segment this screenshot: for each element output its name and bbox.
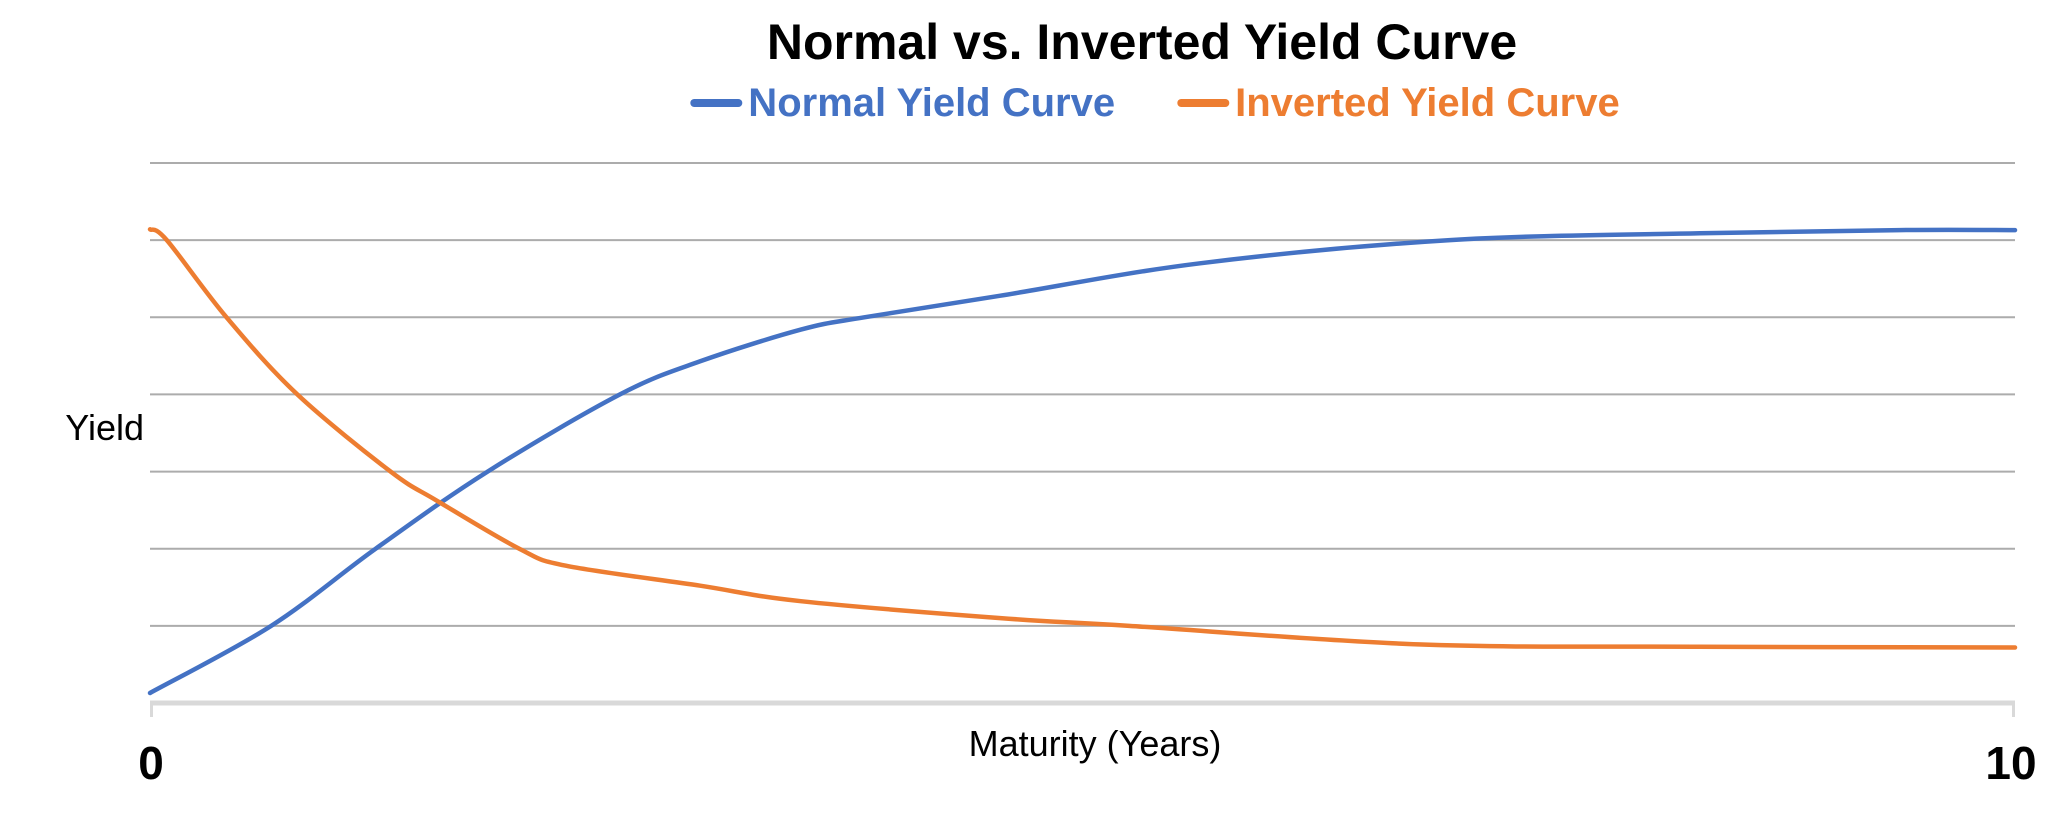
series-line-inverted-yield-curve [147,227,2018,650]
legend-label-inverted: Inverted Yield Curve [1235,81,1620,125]
legend-line-marker-normal [690,99,743,107]
series-line-normal-yield-curve [147,227,2018,696]
chart-title: Normal vs. Inverted Yield Curve [766,14,1518,70]
x-axis-title: Maturity (Years) [968,723,1222,764]
legend-entry-normal: Normal Yield Curve [690,80,1115,126]
series-layer [147,227,2018,696]
x-tick-label-10: 10 [1985,737,2037,789]
y-axis-title: Yield [65,407,144,448]
gridline-layer [150,162,2015,717]
legend-line-marker-inverted [1177,99,1230,107]
legend-label-normal: Normal Yield Curve [748,81,1116,125]
legend-entry-inverted: Inverted Yield Curve [1177,80,1620,126]
chart-legend: Normal Yield Curve Inverted Yield Curve [690,80,1620,126]
x-tick-label-0: 0 [138,737,164,789]
